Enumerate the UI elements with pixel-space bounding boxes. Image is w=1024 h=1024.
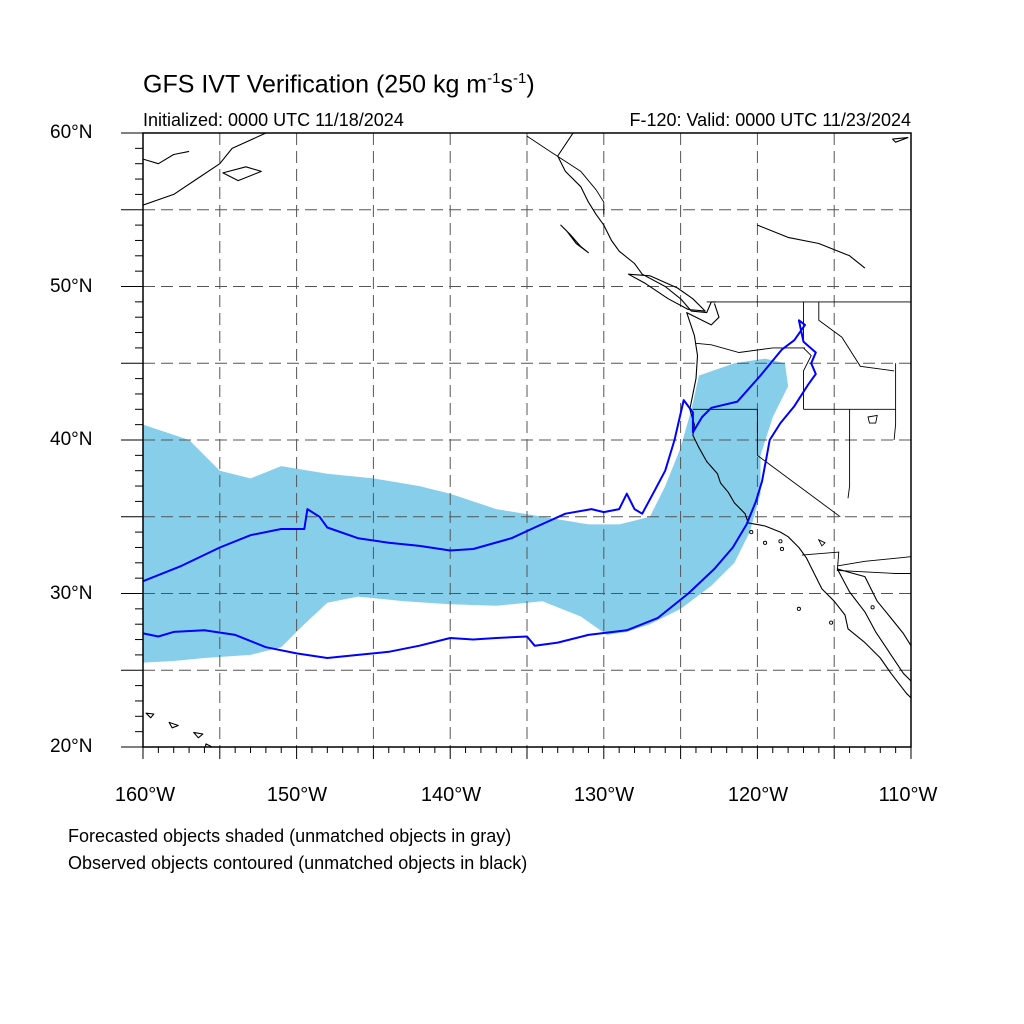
chart-title: GFS IVT Verification (250 kg m-1s-1) bbox=[143, 70, 535, 99]
coastline-hawaii-oahu bbox=[168, 721, 179, 729]
coastline-alaska-panhandle bbox=[557, 133, 716, 314]
small-island bbox=[763, 540, 768, 545]
lon-label-160w: 160°W bbox=[114, 784, 176, 806]
lat-label-60: 60°N bbox=[50, 122, 93, 143]
coastline-canada-interior-line bbox=[757, 224, 866, 269]
lat-label-50: 50°N bbox=[50, 276, 93, 297]
forecast-object-shade bbox=[143, 358, 789, 663]
small-island bbox=[778, 539, 783, 544]
coastline-gulf-of-california bbox=[836, 568, 911, 682]
lat-label-20: 20°N bbox=[50, 736, 93, 757]
coastline-hawaii-big-island bbox=[204, 743, 214, 747]
coastline-hawaii-kauai bbox=[145, 712, 155, 719]
border-nv-ut-az bbox=[847, 409, 851, 499]
small-island bbox=[779, 546, 785, 552]
coastline-haida-gwaii bbox=[560, 224, 589, 254]
border-ut-wy bbox=[893, 363, 897, 441]
lat-label-30: 30°N bbox=[50, 583, 93, 604]
border-ca-nv bbox=[756, 409, 841, 518]
border-alaska-canada bbox=[526, 135, 605, 215]
small-island bbox=[870, 605, 875, 610]
lake-salton-sea bbox=[817, 538, 826, 547]
lon-label-120w: 120°W bbox=[727, 784, 789, 806]
coastline-kodiak bbox=[222, 166, 262, 182]
coastline-vancouver-island bbox=[627, 273, 706, 312]
border-baja-sonora bbox=[837, 556, 911, 567]
lon-label-110w: 110°W bbox=[878, 784, 938, 806]
small-island bbox=[749, 530, 754, 535]
valid-time: F-120: Valid: 0000 UTC 11/23/2024 bbox=[629, 110, 911, 130]
border-or-id bbox=[803, 347, 812, 410]
lat-label-40: 40°N bbox=[50, 429, 93, 450]
lon-label-150w: 150°W bbox=[266, 784, 328, 806]
lon-label-130w: 130°W bbox=[573, 784, 635, 806]
small-island bbox=[829, 620, 834, 625]
initialized-time: Initialized: 0000 UTC 11/18/2024 bbox=[143, 110, 404, 130]
coastline-west-coast-us-mexico bbox=[686, 303, 911, 699]
lon-label-140w: 140°W bbox=[420, 784, 482, 806]
legend-forecast-note: Forecasted objects shaded (unmatched obj… bbox=[68, 826, 512, 846]
coastline-alaska-peninsula-islands bbox=[143, 150, 190, 165]
lake-great-salt-lake bbox=[867, 414, 878, 424]
small-island bbox=[796, 606, 801, 611]
coastline-hawaii-maui bbox=[193, 731, 204, 739]
observed-object-contour bbox=[143, 319, 817, 659]
legend-observed-note: Observed objects contoured (unmatched ob… bbox=[68, 853, 528, 873]
border-us-mexico bbox=[801, 551, 911, 574]
border-id-mt bbox=[818, 301, 895, 372]
coastline-hudson-fragment bbox=[892, 137, 909, 143]
coastline-alaska-gulf-coast bbox=[143, 133, 267, 206]
